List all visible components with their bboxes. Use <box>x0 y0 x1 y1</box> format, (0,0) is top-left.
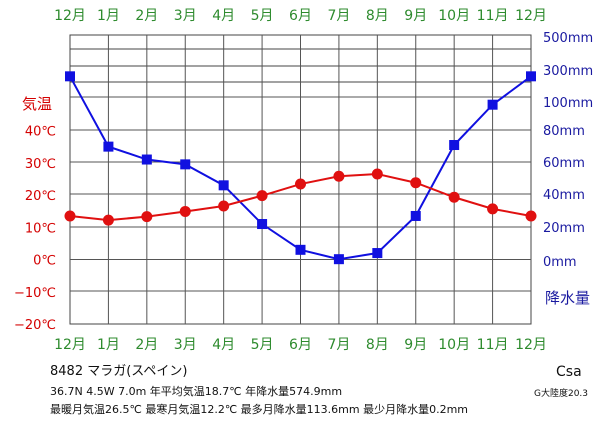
climate-class: Csa <box>556 364 582 380</box>
month-label-bottom: 6月 <box>289 337 312 353</box>
month-label-bottom: 8月 <box>366 337 389 353</box>
precipitation-tick-label: 40mm <box>543 188 585 203</box>
precipitation-tick-label: 60mm <box>543 156 585 171</box>
precipitation-axis-label: 降水量 <box>545 289 590 307</box>
temperature-point <box>410 177 422 189</box>
temperature-axis-ticks: 40℃ 30℃ 20℃ 10℃ 0℃ −10℃ −20℃ <box>14 125 56 334</box>
precipitation-point <box>295 244 306 255</box>
temperature-tick-label: 40℃ <box>25 125 56 140</box>
month-label-top: 12月 <box>54 8 86 24</box>
temperature-point <box>64 210 76 222</box>
temperature-axis-label: 気温 <box>22 95 52 113</box>
precipitation-series <box>65 71 536 265</box>
month-label-top: 12月 <box>515 8 547 24</box>
temperature-point <box>256 190 268 202</box>
month-label-top: 3月 <box>174 8 197 24</box>
temperature-point <box>333 170 345 182</box>
precipitation-tick-label: 100mm <box>543 96 593 111</box>
station-title: 8482 マラガ(スペイン) <box>50 364 188 379</box>
month-label-bottom: 5月 <box>251 337 274 353</box>
month-label-bottom: 9月 <box>404 337 427 353</box>
temperature-point <box>371 168 383 180</box>
precipitation-point <box>65 71 75 82</box>
month-label-bottom: 2月 <box>135 337 158 353</box>
chart-grid <box>69 34 532 325</box>
month-label-top: 1月 <box>97 8 120 24</box>
precipitation-point <box>487 99 498 110</box>
bottom-month-labels: 12月 1月 2月 3月 4月 5月 6月 7月 8月 9月 10月 11月 12月 <box>54 337 547 353</box>
month-label-top: 6月 <box>289 8 312 24</box>
month-label-top: 9月 <box>404 8 427 24</box>
precipitation-point <box>180 159 191 170</box>
month-label-bottom: 11月 <box>477 337 509 353</box>
precipitation-tick-label: 500mm <box>543 31 593 46</box>
precipitation-point <box>103 141 114 152</box>
precipitation-point <box>410 210 421 221</box>
month-label-top: 8月 <box>366 8 389 24</box>
month-label-bottom: 10月 <box>438 337 470 353</box>
temperature-tick-label: 30℃ <box>25 157 56 172</box>
precipitation-point <box>141 154 152 165</box>
month-label-top: 7月 <box>327 8 350 24</box>
month-label-top: 5月 <box>251 8 274 24</box>
precipitation-point <box>333 254 344 265</box>
precipitation-tick-label: 20mm <box>543 221 585 236</box>
continentality: G大陸度20.3 <box>534 389 589 399</box>
temperature-tick-label: 0℃ <box>33 254 56 269</box>
temperature-point <box>487 203 499 215</box>
top-month-labels: 12月 1月 2月 3月 4月 5月 6月 7月 8月 9月 10月 11月 12月 <box>54 8 547 24</box>
station-extremes: 最暖月気温26.5℃ 最寒月気温12.2℃ 最多月降水量113.6mm 最少月降… <box>50 403 469 416</box>
month-label-bottom: 12月 <box>54 337 86 353</box>
temperature-tick-label: −20℃ <box>14 318 56 333</box>
precipitation-point <box>372 248 383 259</box>
temperature-point <box>218 200 230 212</box>
temperature-point <box>448 191 460 203</box>
station-summary: 36.7N 4.5W 7.0m 年平均気温18.7℃ 年降水量574.9mm <box>50 385 343 398</box>
temperature-tick-label: 20℃ <box>25 189 56 204</box>
temperature-point <box>102 214 114 226</box>
month-label-top: 11月 <box>477 8 509 24</box>
month-label-bottom: 4月 <box>212 337 235 353</box>
temperature-point <box>525 210 537 222</box>
temperature-point <box>295 178 306 190</box>
temperature-tick-label: −10℃ <box>14 286 56 301</box>
month-label-top: 2月 <box>135 8 158 24</box>
precipitation-point <box>449 140 460 151</box>
temperature-point <box>141 211 153 223</box>
month-label-bottom: 12月 <box>515 337 547 353</box>
precipitation-tick-label: 80mm <box>543 124 585 139</box>
precipitation-point <box>526 71 536 82</box>
precipitation-point <box>218 180 229 191</box>
temperature-tick-label: 10℃ <box>25 221 56 236</box>
precipitation-axis-ticks: 500mm 300mm 100mm 80mm 60mm 40mm 20mm 0mm <box>543 31 593 270</box>
temperature-series <box>64 168 537 226</box>
temperature-point <box>179 205 191 217</box>
precipitation-tick-label: 300mm <box>543 64 593 79</box>
month-label-bottom: 7月 <box>327 337 350 353</box>
precipitation-point <box>257 219 268 230</box>
month-label-bottom: 1月 <box>97 337 120 353</box>
month-label-bottom: 3月 <box>174 337 197 353</box>
month-label-top: 10月 <box>438 8 470 24</box>
month-label-top: 4月 <box>212 8 235 24</box>
precipitation-tick-label: 0mm <box>543 255 577 270</box>
